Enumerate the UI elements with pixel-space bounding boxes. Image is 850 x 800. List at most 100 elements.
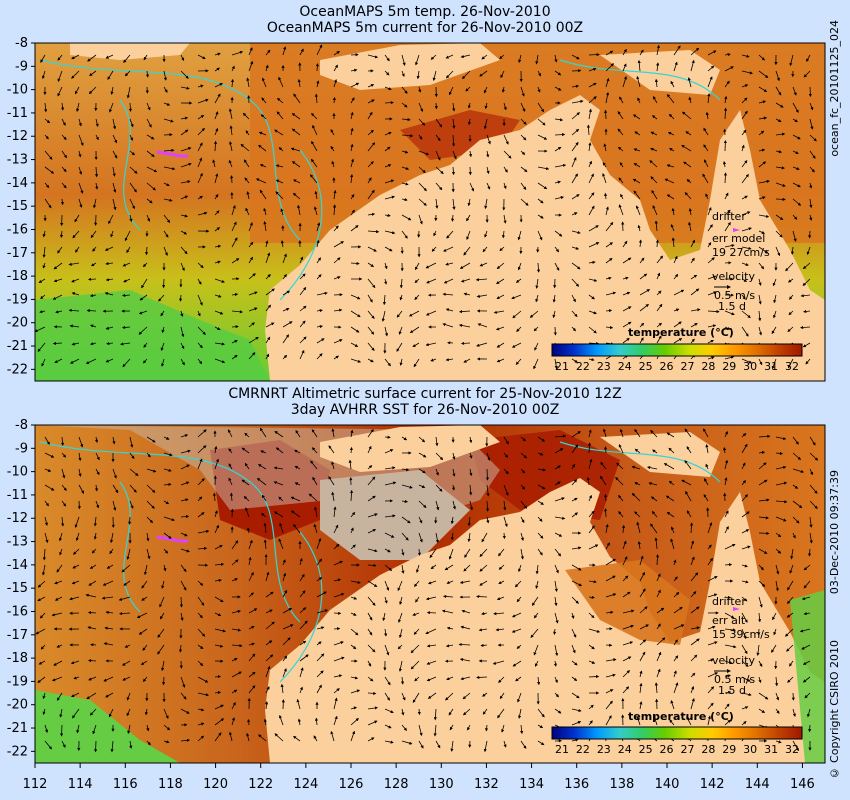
lat-tick-label: -13 — [7, 153, 28, 168]
current-vector — [60, 198, 64, 206]
panel2-colorbar — [551, 726, 803, 740]
panel1-current-vectors — [35, 44, 817, 370]
current-vector — [554, 146, 562, 152]
current-vector — [460, 278, 471, 283]
current-vector — [619, 161, 624, 168]
current-vector — [432, 70, 437, 82]
current-vector — [638, 239, 643, 248]
current-vector — [330, 129, 335, 136]
current-vector — [197, 310, 201, 317]
current-vector — [180, 310, 184, 318]
current-vector — [664, 178, 675, 184]
current-vector — [484, 102, 488, 110]
current-vector — [112, 166, 116, 177]
current-vector — [276, 111, 284, 120]
current-vector — [265, 240, 269, 248]
current-vector — [758, 70, 769, 79]
current-vector — [650, 147, 658, 152]
lat-tick-label: -16 — [7, 222, 28, 237]
current-vector — [93, 198, 97, 209]
current-vector — [517, 262, 522, 271]
current-vector — [499, 246, 505, 252]
current-vector — [481, 54, 488, 60]
current-vector — [87, 659, 97, 663]
current-vector — [418, 150, 430, 156]
current-vector — [367, 262, 375, 268]
colorbar-tick-label: 26 — [660, 360, 674, 373]
current-vector — [72, 230, 80, 239]
current-vector — [401, 197, 408, 202]
current-vector — [230, 175, 234, 184]
current-vector — [758, 294, 762, 305]
current-vector — [537, 198, 544, 204]
current-vector — [78, 182, 84, 194]
panel1-bathymetry-contours — [39, 59, 721, 301]
current-vector — [518, 54, 522, 63]
current-vector — [384, 195, 395, 200]
current-vector — [263, 207, 267, 216]
current-vector — [314, 93, 319, 104]
current-vector — [86, 309, 97, 313]
current-vector — [163, 86, 168, 93]
panel1-velocity-days: 1.5 d — [718, 300, 746, 313]
current-vector — [291, 113, 301, 120]
current-vector — [282, 253, 287, 264]
current-vector — [618, 204, 624, 216]
current-vector — [163, 148, 175, 152]
current-vector — [790, 246, 795, 255]
current-vector — [401, 214, 412, 221]
current-vector — [571, 157, 577, 168]
current-vector — [240, 143, 250, 152]
panel2-velocity-days: 1.5 d — [718, 684, 746, 697]
current-vector — [635, 205, 641, 216]
current-vector — [535, 294, 539, 303]
current-vector — [331, 160, 335, 168]
current-vector — [401, 182, 409, 186]
current-vector — [214, 173, 219, 184]
current-vector — [105, 54, 114, 59]
current-vector — [775, 70, 780, 82]
current-vector — [418, 86, 422, 93]
current-vector — [280, 240, 284, 248]
current-vector — [430, 54, 437, 60]
current-vector — [129, 214, 133, 223]
current-vector — [316, 257, 321, 264]
current-vector — [520, 102, 526, 112]
current-vector — [129, 166, 138, 174]
current-vector — [702, 173, 709, 184]
current-vector — [619, 96, 624, 104]
current-vector — [52, 341, 63, 345]
current-vector — [367, 84, 375, 88]
current-vector — [501, 86, 506, 93]
current-vector — [604, 192, 608, 200]
current-vector — [214, 93, 221, 104]
current-vector — [537, 86, 541, 93]
current-vector — [554, 86, 562, 91]
current-vector — [333, 79, 338, 88]
current-vector — [57, 86, 63, 97]
current-vector — [399, 278, 404, 289]
current-vector — [299, 256, 304, 264]
current-vector — [758, 179, 770, 184]
current-vector — [160, 310, 165, 317]
current-vector — [333, 627, 341, 631]
current-vector — [146, 118, 152, 128]
current-vector — [496, 262, 505, 270]
current-vector — [396, 310, 403, 318]
current-vector — [571, 278, 580, 287]
current-vector — [588, 96, 597, 104]
current-vector — [40, 54, 46, 63]
current-vector — [673, 289, 685, 296]
current-vector — [213, 140, 218, 152]
current-vector — [809, 150, 816, 159]
current-vector — [723, 172, 728, 184]
current-vector — [741, 70, 754, 75]
colorbar-tick-label: 32 — [785, 360, 799, 373]
current-vector — [332, 96, 336, 104]
current-vector — [231, 205, 236, 216]
current-vector — [52, 294, 63, 300]
current-vector — [460, 54, 471, 59]
current-vector — [71, 278, 80, 283]
current-vector — [571, 246, 580, 250]
